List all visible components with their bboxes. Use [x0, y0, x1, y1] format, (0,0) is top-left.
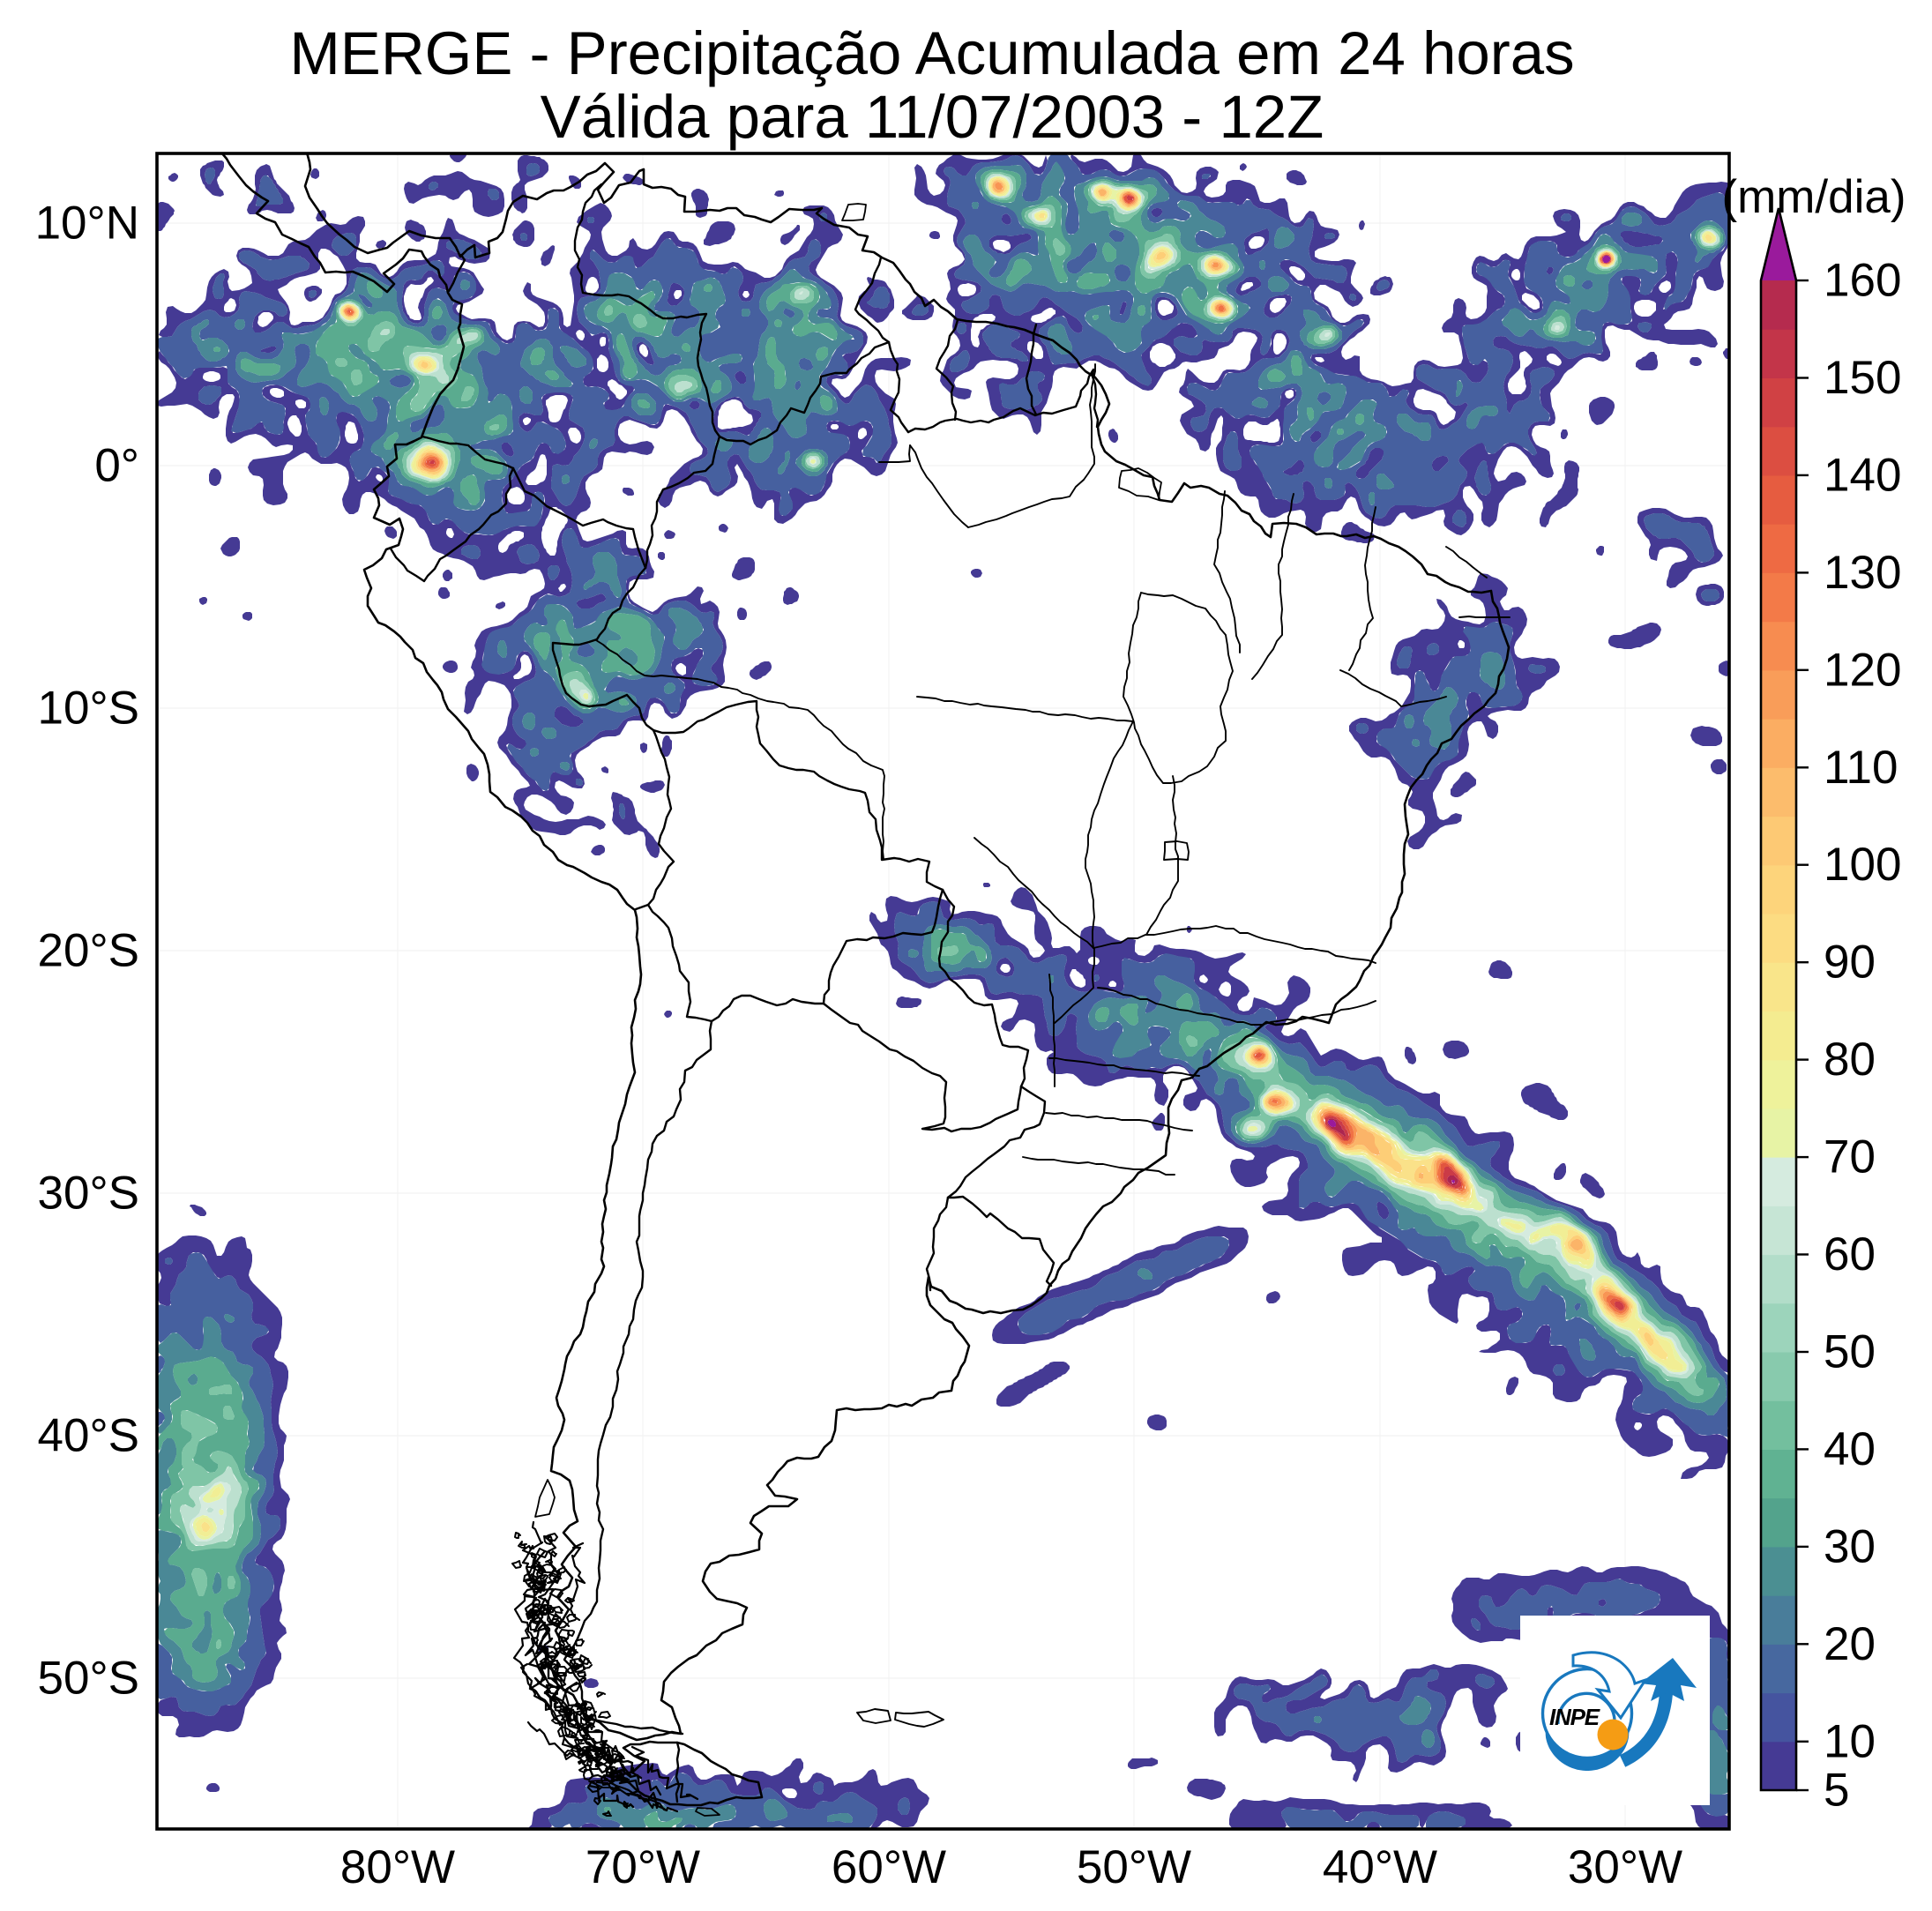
svg-text:Válida para 11/07/2003 - 12Z: Válida para 11/07/2003 - 12Z: [541, 83, 1324, 151]
svg-text:50°W: 50°W: [1077, 1841, 1191, 1893]
svg-text:80: 80: [1824, 1034, 1876, 1086]
svg-text:0°: 0°: [94, 440, 139, 492]
svg-text:140: 140: [1824, 449, 1901, 501]
svg-text:110: 110: [1824, 742, 1898, 794]
svg-text:160: 160: [1824, 255, 1901, 307]
svg-text:100: 100: [1824, 839, 1901, 891]
svg-text:50: 50: [1824, 1326, 1876, 1378]
svg-text:50°S: 50°S: [38, 1653, 140, 1705]
svg-text:90: 90: [1824, 937, 1876, 989]
svg-text:10: 10: [1824, 1715, 1876, 1767]
svg-text:60°W: 60°W: [832, 1841, 946, 1893]
svg-text:10°S: 10°S: [38, 683, 140, 735]
svg-text:INPE: INPE: [1549, 1704, 1600, 1730]
svg-text:30: 30: [1824, 1520, 1876, 1572]
svg-text:30°S: 30°S: [38, 1168, 140, 1220]
svg-text:20: 20: [1824, 1618, 1876, 1670]
svg-text:(mm/dia): (mm/dia): [1721, 171, 1906, 223]
svg-text:40°W: 40°W: [1323, 1841, 1437, 1893]
svg-text:20°S: 20°S: [38, 925, 140, 977]
svg-text:70°W: 70°W: [586, 1841, 700, 1893]
svg-text:130: 130: [1824, 547, 1901, 599]
svg-text:10°N: 10°N: [35, 198, 139, 250]
svg-text:MERGE - Precipitação Acumulada: MERGE - Precipitação Acumulada em 24 hor…: [289, 19, 1574, 87]
svg-text:80°W: 80°W: [340, 1841, 455, 1893]
svg-text:70: 70: [1824, 1131, 1876, 1183]
svg-text:30°W: 30°W: [1568, 1841, 1682, 1893]
svg-text:150: 150: [1824, 352, 1901, 404]
svg-text:40°S: 40°S: [38, 1410, 140, 1462]
svg-text:60: 60: [1824, 1228, 1876, 1280]
svg-text:120: 120: [1824, 644, 1901, 696]
svg-text:5: 5: [1824, 1765, 1849, 1817]
svg-text:40: 40: [1824, 1423, 1876, 1475]
